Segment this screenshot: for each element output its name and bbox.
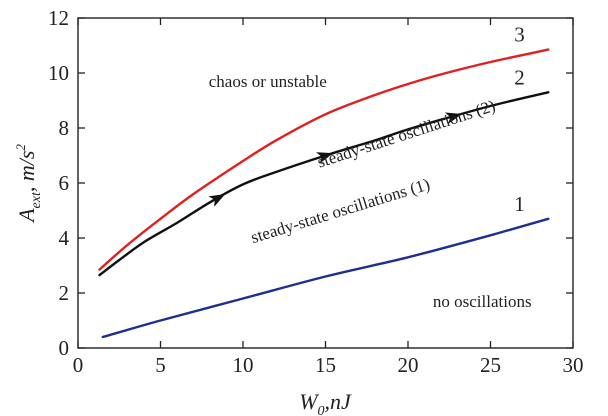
y-axis-title-rest: , m/s bbox=[14, 151, 39, 193]
series-2-arrow bbox=[444, 112, 462, 125]
x-axis-title-rest: ,nJ bbox=[325, 389, 353, 414]
x-axis-title: W0,nJ bbox=[299, 389, 352, 416]
series-3-line bbox=[98, 48, 550, 271]
y-tick-label-12: 12 bbox=[48, 6, 69, 30]
series-3-label: 3 bbox=[514, 23, 525, 47]
x-axis-title-main: W bbox=[299, 389, 319, 414]
series-2-label: 2 bbox=[514, 65, 525, 89]
y-tick-label-2: 2 bbox=[59, 281, 70, 305]
x-tick-label-30: 30 bbox=[563, 353, 584, 377]
series-2-arrow bbox=[208, 193, 226, 207]
y-tick-label-4: 4 bbox=[59, 226, 70, 250]
x-tick-label-15: 15 bbox=[315, 353, 336, 377]
y-axis-title: Aext, m/s2 bbox=[13, 144, 44, 224]
y-axis-title-main: A bbox=[14, 208, 39, 224]
x-tick-label-0: 0 bbox=[73, 353, 84, 377]
y-axis-title-sup: 2 bbox=[13, 144, 28, 151]
y-tick-label-6: 6 bbox=[59, 171, 70, 195]
region-annotation: no oscillations bbox=[433, 292, 532, 311]
series-2-line bbox=[98, 91, 550, 277]
y-axis-title-sub: ext bbox=[29, 191, 44, 208]
region-annotation: chaos or unstable bbox=[209, 72, 327, 91]
series-1-label: 1 bbox=[514, 192, 525, 216]
y-tick-label-10: 10 bbox=[48, 61, 69, 85]
y-tick-label-0: 0 bbox=[59, 336, 70, 360]
x-tick-label-20: 20 bbox=[398, 353, 419, 377]
curves-layer: 1 2 3 bbox=[98, 23, 550, 339]
x-tick-label-10: 10 bbox=[233, 353, 254, 377]
series-2-arrow bbox=[316, 152, 334, 164]
x-tick-label-5: 5 bbox=[155, 353, 166, 377]
x-tick-label-25: 25 bbox=[480, 353, 501, 377]
x-axis-title-sub: 0 bbox=[318, 404, 325, 416]
series-1-line bbox=[101, 217, 550, 339]
y-tick-label-8: 8 bbox=[59, 116, 70, 140]
